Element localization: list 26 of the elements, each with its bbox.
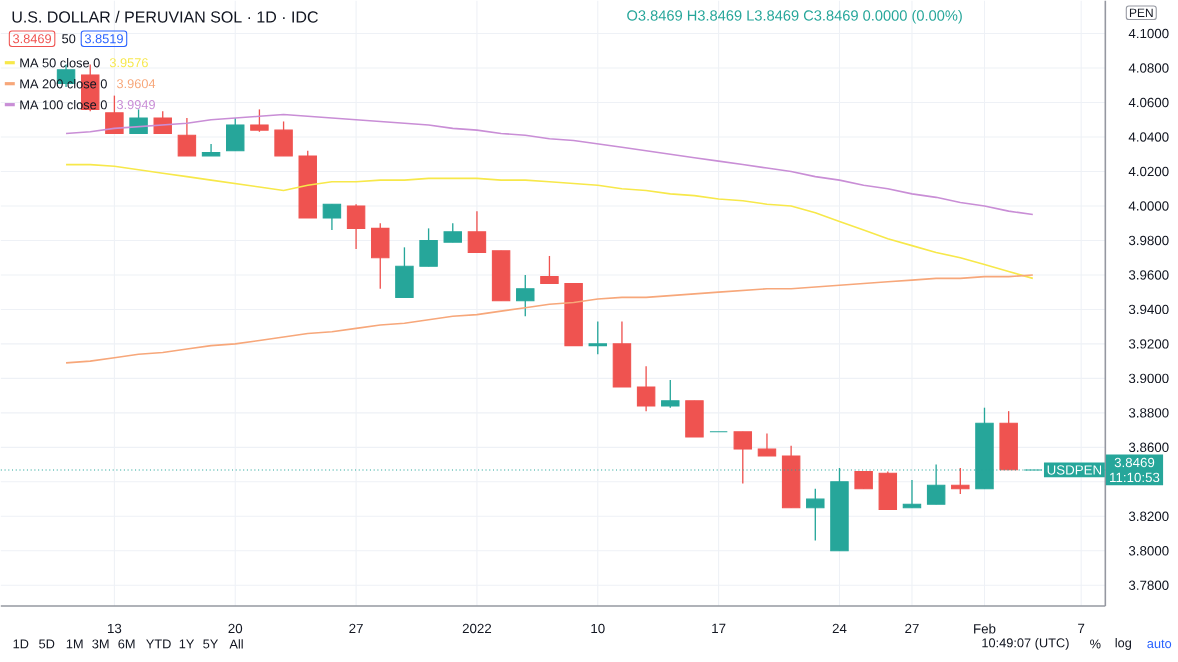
candlestick	[516, 274, 535, 318]
candlestick	[250, 108, 269, 133]
candlestick	[395, 246, 414, 299]
candlestick	[371, 222, 390, 290]
candlestick	[612, 320, 632, 388]
candlestick	[636, 365, 656, 412]
candlestick	[443, 222, 462, 243]
candlestick	[129, 108, 148, 135]
candlestick	[540, 255, 559, 285]
candlestick	[201, 143, 221, 157]
candlestick	[806, 488, 825, 542]
candlestick	[322, 203, 342, 231]
candlestick	[588, 320, 608, 355]
candlestick	[419, 227, 438, 268]
candlestick	[346, 203, 366, 250]
candlestick	[685, 400, 704, 438]
candlestick	[878, 470, 898, 511]
candlestick	[467, 210, 487, 254]
candlestick	[274, 120, 293, 157]
candlestick	[177, 117, 197, 157]
candlestick	[661, 379, 680, 409]
candlestick	[951, 467, 970, 495]
candlestick	[757, 432, 777, 457]
candlestick	[999, 410, 1018, 471]
candlestick	[733, 431, 753, 485]
candlestick	[226, 117, 245, 152]
